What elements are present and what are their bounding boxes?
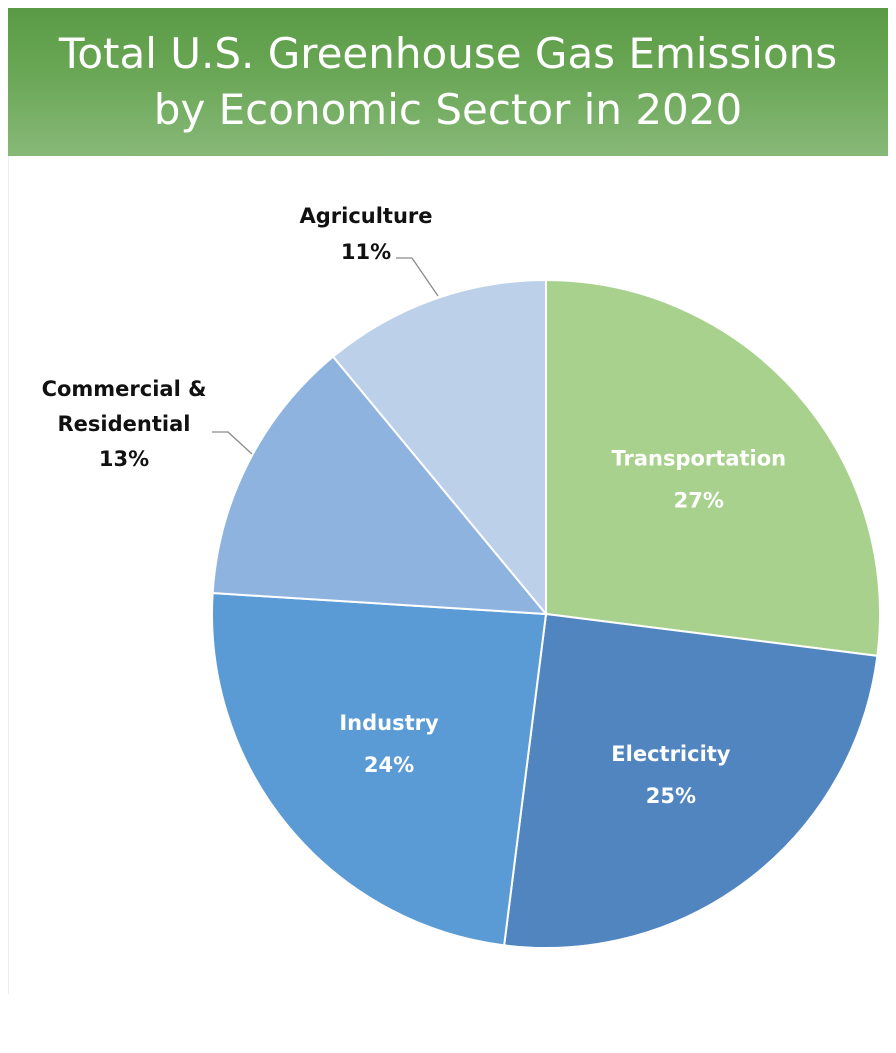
chart-title-line-2: by Economic Sector in 2020 — [153, 85, 743, 134]
slice-commercial-and-residential — [211, 355, 549, 616]
slice-agriculture — [331, 278, 547, 617]
category-label-commercial-and-residential: Commercial & — [42, 377, 207, 401]
chart-title-bar: Total U.S. Greenhouse Gas Emissions by E… — [8, 8, 888, 156]
value-label-commercial-and-residential: 13% — [99, 447, 149, 471]
frame-divider — [8, 156, 9, 994]
leader-line-agriculture — [396, 257, 439, 297]
leader-line-commercial-and-residential — [212, 431, 253, 455]
slice-transportation — [545, 278, 881, 657]
category-label-agriculture: Agriculture — [299, 204, 432, 228]
value-label-industry: 24% — [364, 753, 414, 777]
value-label-agriculture: 11% — [341, 240, 391, 264]
pie-labels: Transportation 27% Electricity 25% Industry 2… — [42, 204, 787, 808]
category-label-commercial-and-residential: Residential — [58, 412, 191, 436]
category-label-industry: Industry — [339, 711, 439, 735]
pie-slices — [211, 278, 881, 949]
value-label-electricity: 25% — [646, 784, 696, 808]
chart-title-line-1: Total U.S. Greenhouse Gas Emissions — [58, 29, 838, 78]
slice-electricity — [503, 612, 879, 949]
value-label-transportation: 27% — [674, 488, 724, 512]
category-label-transportation: Transportation — [611, 446, 786, 470]
category-label-electricity: Electricity — [611, 742, 731, 766]
slice-industry — [211, 591, 548, 947]
